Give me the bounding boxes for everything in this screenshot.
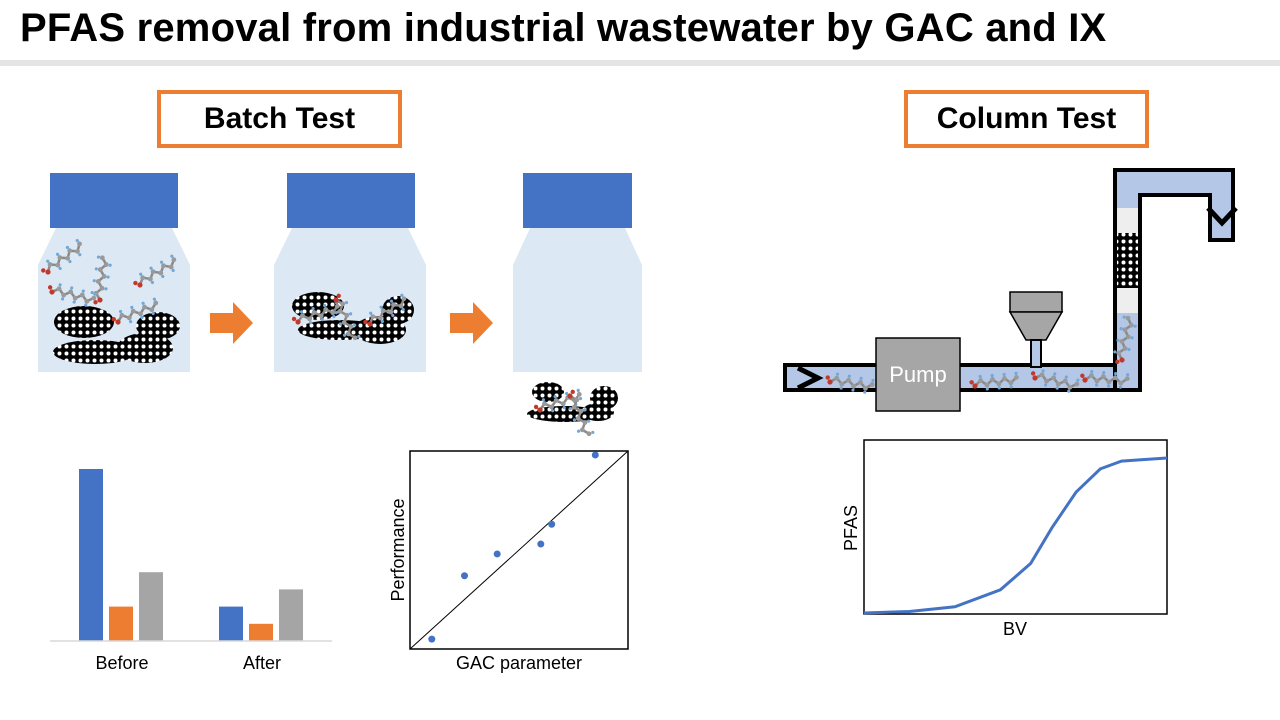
breakthrough-curve	[863, 456, 1168, 615]
scatter-point	[537, 540, 545, 548]
column-test-label: Column Test	[904, 90, 1149, 148]
scatter-chart: GAC parameter Performance	[388, 450, 629, 673]
bottle-cap	[287, 173, 415, 228]
bottle-body	[513, 228, 642, 372]
hopper-top	[1009, 291, 1063, 313]
bar	[79, 469, 103, 641]
column-gac-bed	[1117, 233, 1138, 288]
bottle-adsorbing	[274, 173, 426, 372]
scatter-point	[428, 635, 436, 643]
bar-chart: Before After	[50, 469, 332, 673]
column-apparatus: Pump	[783, 168, 1238, 412]
breakthrough-x-label: BV	[1003, 619, 1027, 639]
gac-particle	[582, 403, 614, 421]
gac-particle	[117, 333, 173, 363]
bottle-cap	[50, 173, 178, 228]
bar	[109, 606, 133, 641]
bar	[249, 623, 273, 641]
outlet-flow-arrow	[1206, 206, 1238, 227]
bottle-after	[513, 173, 642, 372]
gac-particle	[54, 306, 114, 338]
breakthrough-plot-area	[863, 439, 1168, 615]
scatter-point	[548, 520, 556, 528]
scatter-point	[591, 451, 599, 459]
bar	[279, 589, 303, 641]
separated-gac	[527, 382, 618, 441]
bar-category-label: Before	[95, 653, 148, 673]
bottle-cap	[523, 173, 632, 228]
breakthrough-chart: BV PFAS	[841, 439, 1168, 639]
gac-particle	[382, 296, 414, 324]
batch-test-label: Batch Test	[157, 90, 402, 148]
gac-particle	[53, 340, 137, 364]
scatter-point	[493, 550, 501, 558]
column-support-media	[1117, 208, 1138, 233]
breakthrough-y-label: PFAS	[841, 505, 861, 551]
bar-category-label: After	[243, 653, 281, 673]
scatter-x-label: GAC parameter	[456, 653, 582, 673]
scatter-y-label: Performance	[388, 498, 408, 601]
title-divider	[0, 60, 1280, 66]
scatter-trendline	[409, 450, 629, 650]
gac-particle	[532, 382, 564, 402]
bar	[219, 606, 243, 641]
hopper-cone	[1008, 311, 1064, 341]
slide-title: PFAS removal from industrial wastewater …	[20, 6, 1107, 50]
bar	[139, 572, 163, 641]
scatter-point	[461, 572, 468, 580]
column-support-media	[1117, 288, 1138, 313]
process-arrow	[210, 302, 253, 344]
bottle-before	[36, 173, 190, 372]
pump-box	[875, 337, 961, 412]
pump-label: Pump	[889, 362, 946, 387]
inlet-flow-arrow	[796, 365, 824, 391]
process-arrow	[450, 302, 493, 344]
hopper-feed-tube	[1030, 339, 1042, 368]
gac-particle	[136, 312, 180, 340]
